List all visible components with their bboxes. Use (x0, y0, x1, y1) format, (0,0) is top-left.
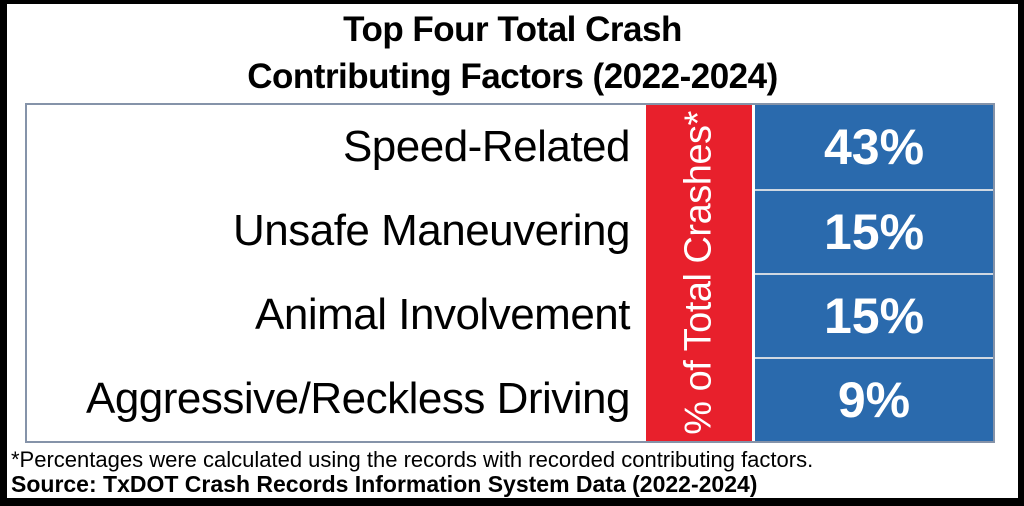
percentages-footnote: *Percentages were calculated using the r… (11, 447, 814, 472)
figure-canvas: Top Four Total Crash Contributing Factor… (7, 4, 1018, 498)
factor-label-unsafe-maneuvering: Unsafe Maneuvering (232, 206, 631, 255)
value-aggressive-reckless-driving: 9% (755, 357, 993, 441)
value-speed-related: 43% (755, 105, 993, 189)
factor-label-aggressive-reckless-driving: Aggressive/Reckless Driving (85, 374, 631, 423)
chart-title: Top Four Total Crash Contributing Factor… (7, 6, 1018, 100)
percentage-values-column: 43% 15% 15% 9% (752, 105, 993, 441)
percent-of-total-crashes-band: % of Total Crashes* (646, 105, 752, 441)
value-unsafe-maneuvering: 15% (755, 189, 993, 273)
percent-of-total-crashes-label: % of Total Crashes* (677, 111, 720, 435)
source-attribution: Source: TxDOT Crash Records Information … (11, 471, 758, 497)
value-animal-involvement: 15% (755, 273, 993, 357)
factor-label-animal-involvement: Animal Involvement (255, 290, 630, 339)
factor-label-speed-related: Speed-Related (342, 122, 631, 171)
crash-factors-table: Speed-Related Unsafe Maneuvering Animal … (25, 103, 995, 443)
chart-title-line2: Contributing Factors (2022-2024) (247, 57, 778, 96)
chart-title-line1: Top Four Total Crash (343, 10, 682, 49)
factor-labels-column: Speed-Related Unsafe Maneuvering Animal … (27, 105, 646, 441)
footnotes: *Percentages were calculated using the r… (11, 448, 813, 497)
